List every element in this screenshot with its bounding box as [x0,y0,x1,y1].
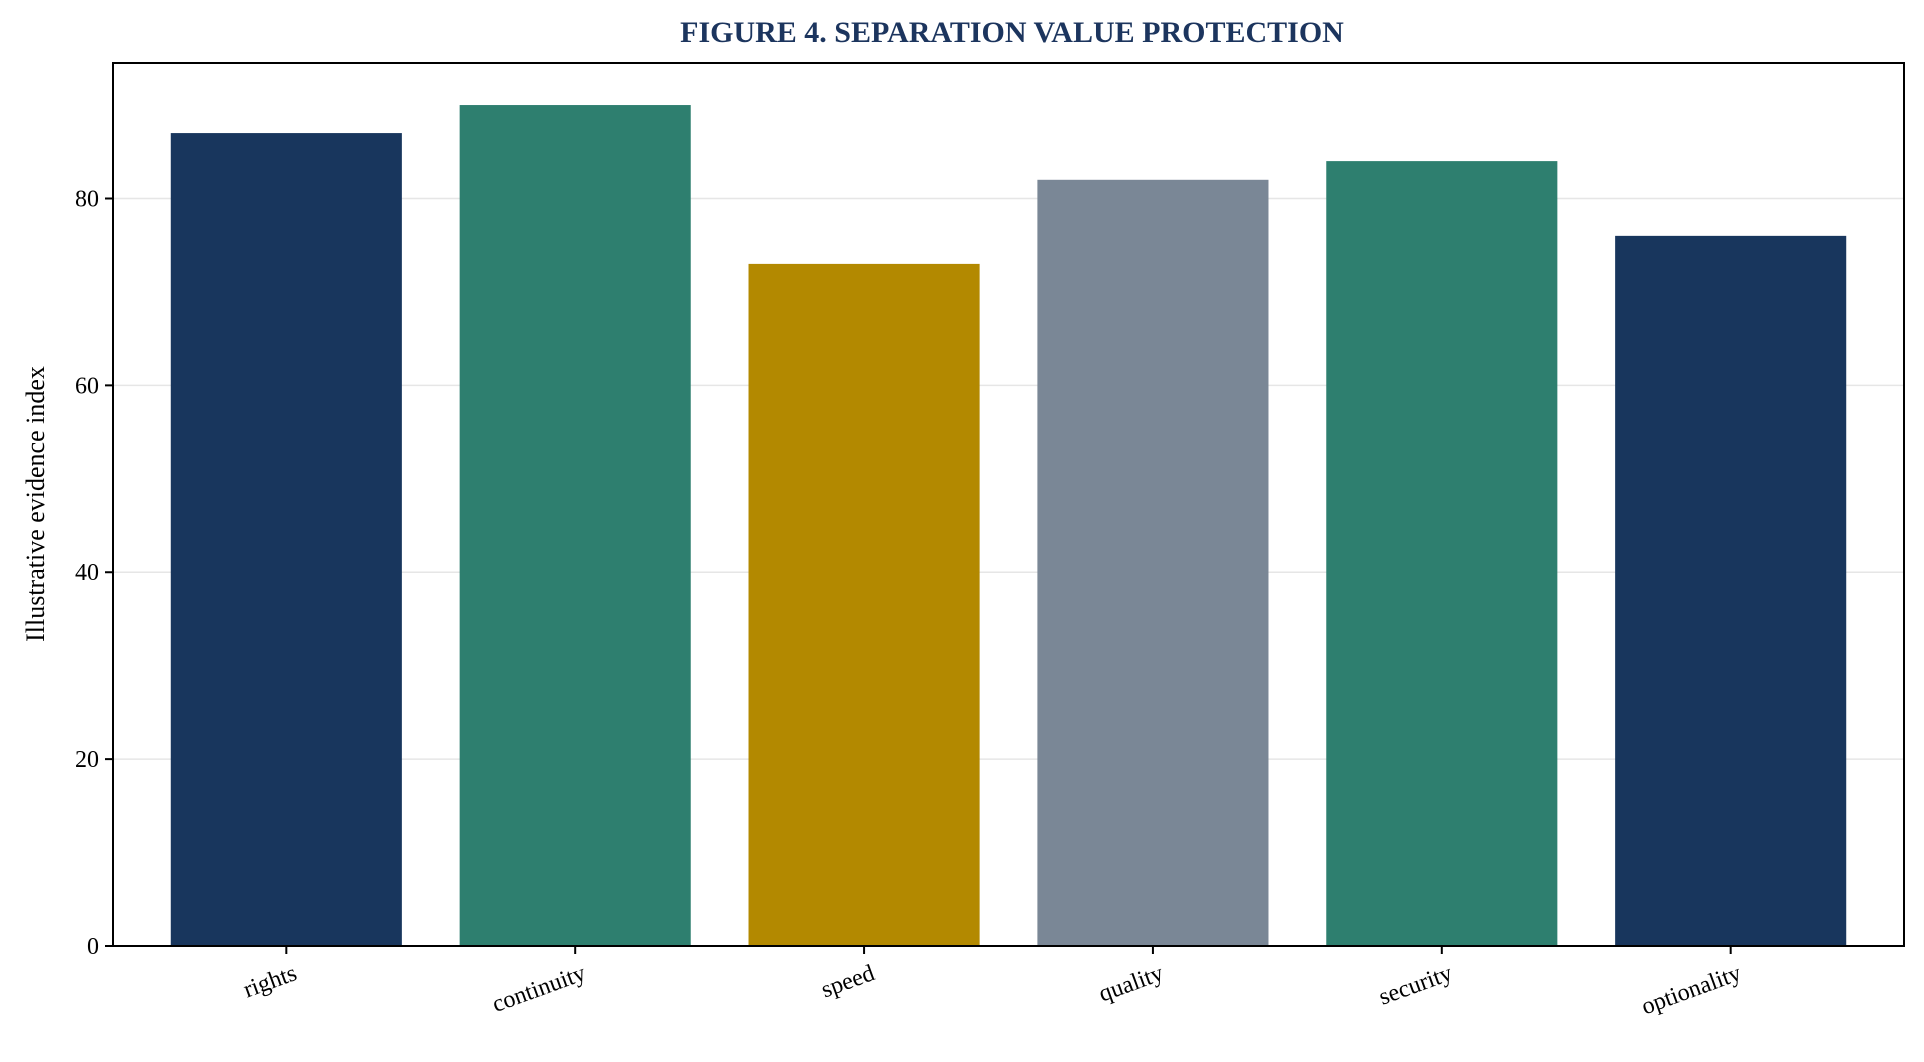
x-tick-label: quality [1095,960,1167,1007]
x-tick-label: security [1376,960,1456,1010]
y-tick-label: 20 [75,747,99,773]
y-tick-label: 60 [75,373,99,399]
bar-rights [170,133,402,947]
x-tick-label: rights [240,960,300,1003]
x-axis-ticks: rights continuity speed quality security opti… [240,946,1745,1020]
y-axis-label: Illustrative evidence index [21,366,50,642]
y-tick-label: 40 [75,560,99,586]
y-tick-label: 0 [87,934,99,960]
x-tick-label: speed [818,960,878,1003]
axes [112,62,1905,947]
y-axis-ticks: 0 20 40 60 80 [75,186,113,960]
plot-frame [112,62,1905,947]
bar-continuity [459,105,691,947]
x-tick-label: continuity [489,960,589,1018]
bar-optionality [1615,235,1847,946]
y-tick-label: 80 [75,186,99,212]
x-tick-label: optionality [1638,960,1745,1020]
bar-quality [1037,179,1269,946]
bars [170,105,1847,947]
bar-security [1326,161,1558,947]
gridlines [113,197,1904,760]
bar-speed [748,263,980,946]
chart-title: FIGURE 4. SEPARATION VALUE PROTECTION [680,16,1344,49]
